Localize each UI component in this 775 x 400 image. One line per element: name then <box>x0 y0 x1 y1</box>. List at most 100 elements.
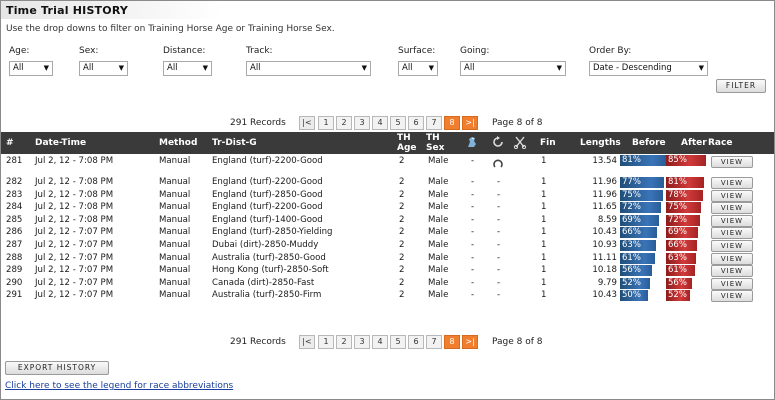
surface-label: Surface: <box>398 46 436 56</box>
page-3-button[interactable]: 3 <box>354 335 370 349</box>
last-page-button[interactable]: >| <box>462 116 478 130</box>
view-button[interactable]: VIEW <box>711 265 753 277</box>
row-sex: Male <box>428 253 449 263</box>
page-7-button[interactable]: 7 <box>426 116 442 130</box>
row-col1: - <box>471 177 475 187</box>
row-method: Manual <box>159 177 191 187</box>
row-num: 285 <box>6 215 23 225</box>
view-button[interactable]: VIEW <box>711 202 753 214</box>
row-age: 2 <box>399 215 405 225</box>
row-age: 2 <box>399 278 405 288</box>
first-page-button[interactable]: |< <box>299 335 315 349</box>
view-button[interactable]: VIEW <box>711 190 753 202</box>
pager-bottom: 291 Records |< 1 2 3 4 5 6 7 8 >| Page 8… <box>230 335 550 349</box>
page-6-button[interactable]: 6 <box>408 116 424 130</box>
going-select-value: All <box>464 63 475 73</box>
table-row: 286 Jul 2, 12 - 7:07 PM Manual England (tur… <box>1 227 774 239</box>
records-count: 291 Records <box>230 118 286 128</box>
page-5-button[interactable]: 5 <box>390 335 406 349</box>
page-8-button[interactable]: 8 <box>444 116 460 130</box>
row-col1: - <box>471 253 475 263</box>
table-row: 287 Jul 2, 12 - 7:07 PM Manual Dubai (dirt)… <box>1 240 774 252</box>
page-7-button[interactable]: 7 <box>426 335 442 349</box>
page-5-button[interactable]: 5 <box>390 116 406 130</box>
export-history-button[interactable]: EXPORT HISTORY <box>5 361 109 375</box>
circular-arrow-icon <box>491 135 505 152</box>
col-fin[interactable]: Fin <box>540 138 556 148</box>
page-2-button[interactable]: 2 <box>336 116 352 130</box>
page-1-button[interactable]: 1 <box>318 335 334 349</box>
row-sex: Male <box>428 240 449 250</box>
row-col2: - <box>497 190 501 200</box>
going-select[interactable]: All ▼ <box>460 61 566 76</box>
row-num: 288 <box>6 253 23 263</box>
row-datetime: Jul 2, 12 - 7:08 PM <box>35 177 114 187</box>
filter-button[interactable]: FILTER <box>716 79 766 93</box>
row-fin: 1 <box>541 265 547 275</box>
age-select[interactable]: All ▼ <box>9 61 53 76</box>
after-bar: 52% <box>666 290 690 301</box>
legend-link[interactable]: Click here to see the legend for race ab… <box>5 381 234 391</box>
view-button[interactable]: VIEW <box>711 240 753 252</box>
row-trdist: Australia (turf)-2850-Good <box>212 253 326 263</box>
col-th-age[interactable]: TH Age <box>397 133 417 153</box>
row-method: Manual <box>159 227 191 237</box>
row-lengths: 11.11 <box>592 253 617 263</box>
last-page-button[interactable]: >| <box>462 335 478 349</box>
page-8-button[interactable]: 8 <box>444 335 460 349</box>
page-3-button[interactable]: 3 <box>354 116 370 130</box>
chevron-down-icon: ▼ <box>698 64 704 72</box>
view-button[interactable]: VIEW <box>711 278 753 290</box>
page-4-button[interactable]: 4 <box>372 116 388 130</box>
order-by-select[interactable]: Date - Descending ▼ <box>589 61 708 76</box>
page-2-button[interactable]: 2 <box>336 335 352 349</box>
age-select-value: All <box>13 63 24 73</box>
page-4-button[interactable]: 4 <box>372 335 388 349</box>
col-before[interactable]: Before <box>632 138 666 148</box>
row-method: Manual <box>159 215 191 225</box>
page-info: Page 8 of 8 <box>492 337 543 347</box>
pager-top: 291 Records |< 1 2 3 4 5 6 7 8 >| Page 8… <box>230 116 550 130</box>
view-button[interactable]: VIEW <box>711 215 753 227</box>
col-after[interactable]: After <box>681 138 707 148</box>
view-button[interactable]: VIEW <box>711 177 753 189</box>
row-sex: Male <box>428 215 449 225</box>
page-subtitle: Use the drop downs to filter on Training… <box>6 24 335 34</box>
col-num: # <box>6 138 14 148</box>
col-datetime[interactable]: Date-Time <box>35 138 87 148</box>
row-col1: - <box>471 240 475 250</box>
surface-select[interactable]: All ▼ <box>398 61 438 76</box>
sex-select[interactable]: All ▼ <box>79 61 128 76</box>
row-trdist: England (turf)-2850-Yielding <box>212 227 333 237</box>
row-datetime: Jul 2, 12 - 7:07 PM <box>35 253 114 263</box>
view-button[interactable]: VIEW <box>711 156 753 168</box>
view-button[interactable]: VIEW <box>711 253 753 265</box>
before-bar: 72% <box>620 202 661 213</box>
view-button[interactable]: VIEW <box>711 290 753 302</box>
row-datetime: Jul 2, 12 - 7:08 PM <box>35 215 114 225</box>
chevron-down-icon: ▼ <box>428 64 434 72</box>
col-method[interactable]: Method <box>159 138 198 148</box>
page-1-button[interactable]: 1 <box>318 116 334 130</box>
row-trdist: England (turf)-1400-Good <box>212 215 323 225</box>
sex-select-value: All <box>83 63 94 73</box>
page-6-button[interactable]: 6 <box>408 335 424 349</box>
row-num: 284 <box>6 202 23 212</box>
row-lengths: 11.65 <box>592 202 617 212</box>
after-bar: 66% <box>666 240 697 251</box>
col-trdist[interactable]: Tr-Dist-G <box>212 138 257 148</box>
first-page-button[interactable]: |< <box>299 116 315 130</box>
row-lengths: 10.93 <box>592 240 617 250</box>
horseshoe-icon <box>492 157 504 172</box>
col-lengths[interactable]: Lengths <box>580 138 621 148</box>
row-lengths: 11.96 <box>592 190 617 200</box>
distance-select[interactable]: All ▼ <box>163 61 212 76</box>
row-sex: Male <box>428 177 449 187</box>
after-bar: 81% <box>666 177 704 188</box>
col-th-sex[interactable]: TH Sex <box>426 133 445 153</box>
view-button[interactable]: VIEW <box>711 227 753 239</box>
track-select[interactable]: All ▼ <box>246 61 371 76</box>
row-method: Manual <box>159 202 191 212</box>
row-age: 2 <box>399 265 405 275</box>
row-age: 2 <box>399 156 405 166</box>
